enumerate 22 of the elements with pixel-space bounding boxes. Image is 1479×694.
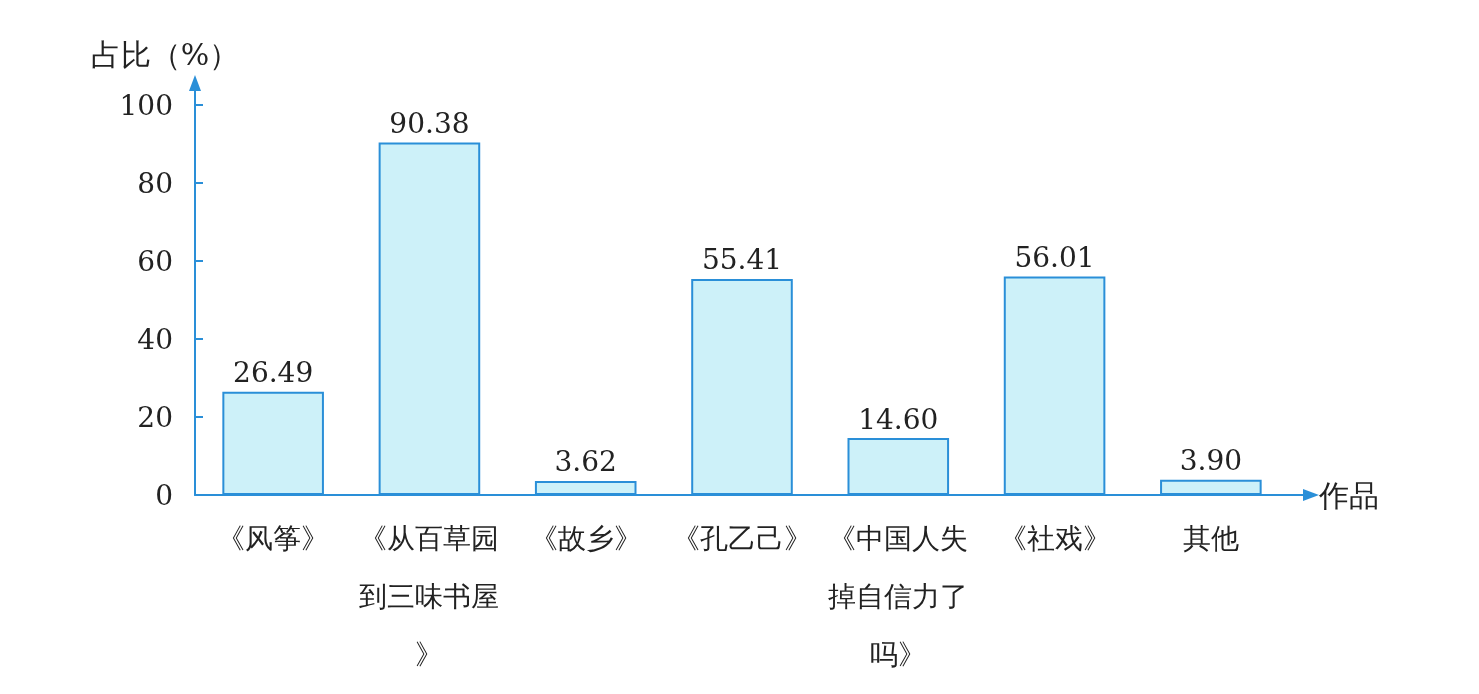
x-tick-label: 《孔乙己》	[672, 521, 812, 555]
data-label: 3.90	[1179, 444, 1243, 478]
data-label: 26.49	[233, 356, 314, 390]
y-tick-label: 0	[155, 478, 173, 512]
y-tick-label: 20	[137, 400, 173, 434]
y-tick-label: 60	[137, 244, 173, 278]
data-label: 3.62	[554, 445, 617, 479]
x-axis-title: 作品	[1318, 477, 1379, 513]
x-tick-label: 《社戏》	[998, 521, 1111, 555]
y-tick-label: 80	[137, 166, 173, 200]
x-tick-label: 《中国人失掉自信力了吗》	[828, 521, 969, 671]
data-label: 55.41	[701, 243, 783, 277]
x-tick-label: 《风筝》	[217, 521, 330, 555]
y-tick-label: 100	[119, 88, 173, 122]
y-tick-label: 40	[137, 322, 173, 356]
data-label: 14.60	[858, 402, 939, 436]
data-label: 90.38	[389, 107, 470, 141]
x-tick-label: 其他	[1182, 521, 1239, 555]
y-axis-title: 占比（%）	[90, 36, 240, 72]
x-tick-label: 《故乡》	[529, 521, 642, 555]
data-label: 56.01	[1014, 241, 1095, 275]
x-tick-label: 《从百草园到三味书屋》	[359, 521, 500, 671]
